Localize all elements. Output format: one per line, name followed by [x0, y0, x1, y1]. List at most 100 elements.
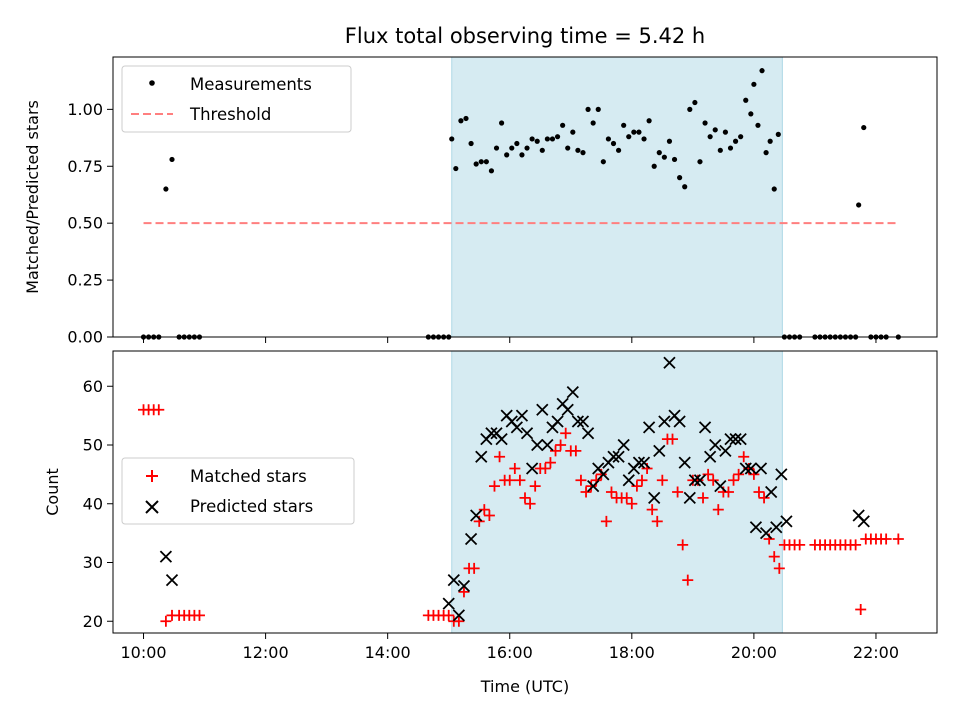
predicted-star-point [857, 515, 870, 528]
measurement-point [697, 159, 703, 165]
matched-star-point [880, 533, 892, 545]
predicted-star-point [648, 491, 661, 505]
matched-star-point [529, 480, 541, 492]
measurement-point [626, 134, 632, 140]
predicted-star-point [452, 609, 466, 622]
matched-star-point [560, 427, 572, 439]
measurement-point [504, 152, 510, 158]
predicted-star-point [457, 579, 471, 593]
matched-star-point [509, 463, 521, 474]
measurement-point [677, 175, 683, 181]
measurement-point [636, 129, 642, 135]
legend-measurements-marker [149, 80, 155, 86]
measurement-point [565, 145, 571, 151]
predicted-star-point [739, 462, 752, 475]
x-tick-label: 14:00 [365, 643, 411, 662]
legend-measurements-label: Measurements [190, 75, 312, 94]
measurement-point [453, 165, 459, 172]
measurement-point [163, 186, 169, 192]
predicted-star-point [520, 427, 534, 440]
predicted-star-point [749, 521, 763, 534]
measurement-point [861, 124, 867, 131]
measurement-point [570, 129, 576, 135]
measurement-point [519, 152, 525, 158]
predicted-star-point [683, 491, 696, 505]
legend-predicted-marker [145, 500, 159, 514]
matched-star-point [712, 504, 724, 516]
predicted-star-point [515, 409, 529, 422]
measurement-point [641, 136, 647, 142]
matched-star-point [494, 451, 506, 463]
predicted-star-point [765, 485, 778, 499]
measurement-point [755, 122, 761, 128]
matched-star-point [519, 492, 531, 504]
legend-matched-label: Matched stars [190, 467, 307, 486]
predicted-star-point [780, 515, 793, 528]
measurement-point [529, 136, 535, 142]
measurement-point [666, 138, 673, 144]
matched-star-point [600, 515, 612, 527]
matched-star-point [646, 504, 658, 516]
count-y-axis-label: Count [43, 468, 62, 516]
matched-star-point [773, 562, 785, 574]
ratio-panel: 0.00 0.25 0.50 0.75 1.00 Flux total observin… [23, 24, 938, 347]
predicted-star-point [729, 432, 742, 446]
predicted-star-point [658, 415, 671, 428]
measurement-point [656, 150, 662, 156]
measurement-point [631, 129, 637, 135]
measurement-point [727, 145, 734, 151]
x-tick-label: 18:00 [609, 643, 655, 662]
predicted-star-point [698, 421, 712, 434]
matched-star-point [682, 574, 694, 586]
measurement-point [759, 68, 765, 74]
measurement-point [549, 136, 556, 142]
measurement-point [488, 168, 495, 174]
count-y-tick-label: 40 [83, 494, 103, 513]
x-tick-label: 22:00 [853, 643, 899, 662]
predicted-star-point [714, 479, 727, 493]
measurement-point [590, 120, 596, 126]
measurement-point [775, 131, 781, 137]
legend-predicted-label: Predicted stars [190, 497, 313, 516]
predicted-star-point [587, 479, 600, 493]
ratio-y-tick-label: 0.50 [67, 214, 103, 233]
predicted-star-point [653, 444, 666, 458]
predicted-star-point [581, 427, 595, 440]
measurement-point [732, 138, 739, 144]
matched-star-point [738, 451, 750, 463]
matched-star-point [468, 562, 480, 574]
predicted-star-point [673, 415, 686, 428]
matched-star-point [722, 486, 734, 498]
matched-star-point [575, 474, 587, 486]
predicted-star-point [531, 438, 544, 452]
matched-star-point [193, 609, 205, 621]
measurement-point [560, 122, 566, 128]
matched-star-point [580, 486, 592, 498]
measurement-point [856, 202, 862, 208]
predicted-star-point [470, 509, 483, 522]
measurement-point [646, 118, 652, 124]
measurement-point [615, 147, 622, 153]
measurement-point [682, 184, 688, 190]
measurement-point [478, 159, 484, 165]
measurement-point [554, 134, 561, 140]
matched-star-point [453, 615, 465, 627]
matched-star-point [555, 439, 567, 451]
matched-star-point [443, 609, 455, 621]
predicted-star-point [485, 427, 498, 440]
predicted-star-point [709, 438, 722, 452]
predicted-star-point [447, 573, 460, 587]
predicted-star-point [693, 474, 707, 487]
ratio-legend: Measurements Threshold [121, 65, 352, 133]
measurement-point [534, 138, 540, 144]
matched-star-point [539, 463, 551, 474]
matched-star-point [850, 539, 862, 551]
matched-star-point [672, 486, 684, 498]
matched-star-point [544, 457, 556, 469]
matched-star-point [768, 551, 780, 563]
legend-matched-marker [146, 470, 158, 482]
predicted-star-point [617, 438, 630, 452]
predicted-star-point [541, 438, 554, 452]
matched-star-point [697, 492, 709, 504]
matched-star-point [570, 445, 582, 457]
